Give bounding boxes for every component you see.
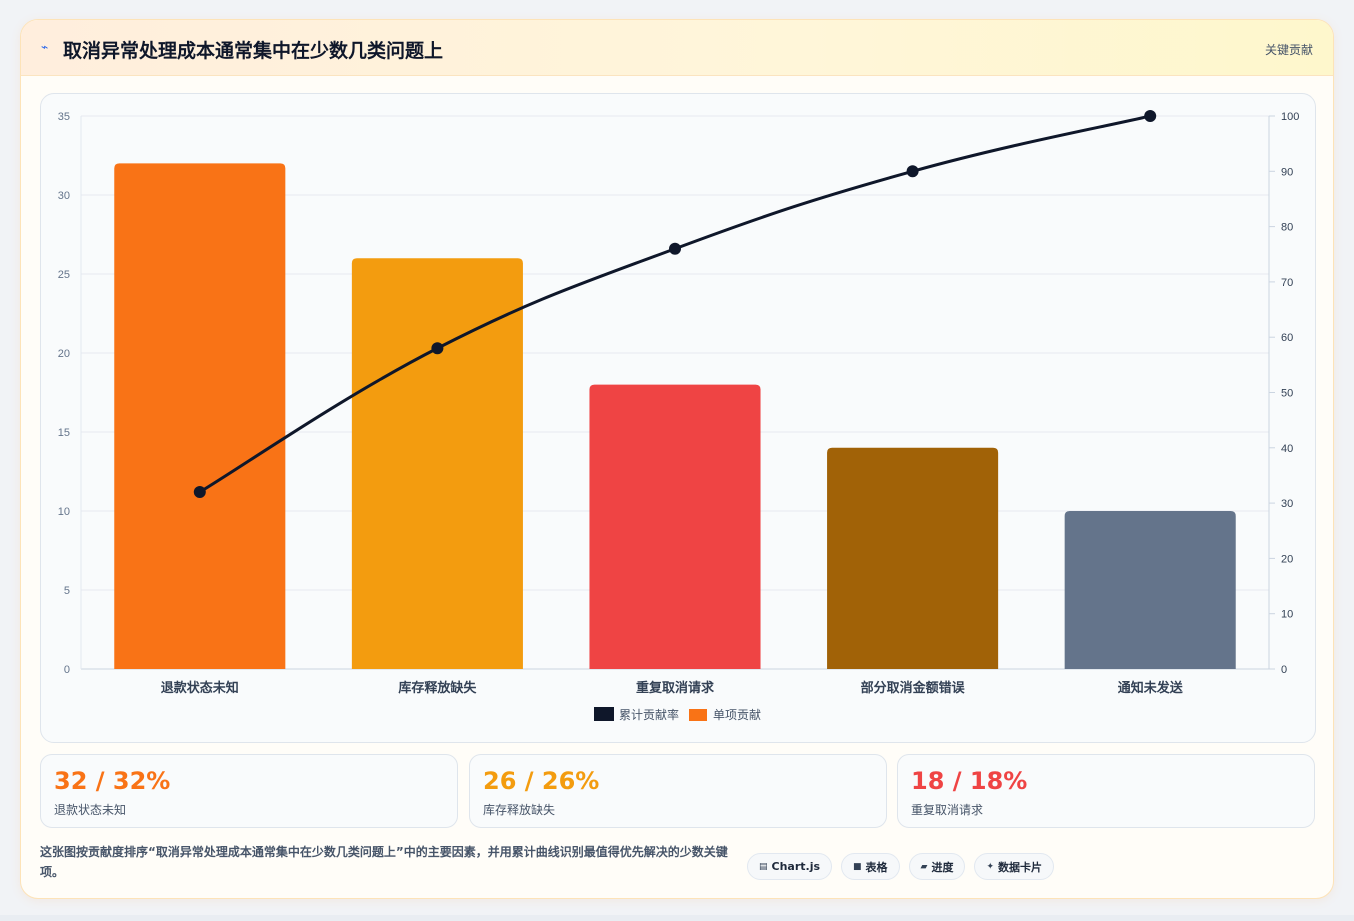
header-badge: 关键贡献 [1264,43,1313,57]
y-right-tick-label: 10 [1281,609,1293,621]
lightning-icon: ⌁ [41,40,49,54]
y-left-tick-label: 0 [64,664,70,676]
y-left-tick-label: 25 [58,269,70,281]
stat-value: 32 / 32% [54,767,171,795]
stat-card-1: 32 / 32% 退款状态未知 [40,754,458,828]
tag-list: ▤ Chart.js ■ 表格 ▰ 进度 ✦ 数据卡片 [747,853,1055,880]
stat-value: 26 / 26% [483,767,600,795]
bar [114,163,286,669]
stat-label: 重复取消请求 [911,803,984,817]
x-tick-label: 部分取消金额错误 [861,680,966,696]
progress-icon: ▰ [920,861,928,872]
y-right-tick-label: 60 [1281,332,1293,344]
tag-label: 进度 [931,860,954,874]
y-right-tick-label: 100 [1281,111,1299,123]
y-left-tick-label: 35 [58,111,70,123]
y-right-tick-label: 0 [1281,664,1287,676]
y-right-tick-label: 50 [1281,388,1293,400]
stat-label: 库存释放缺失 [483,803,556,817]
legend-swatch [594,707,614,721]
y-left-tick-label: 15 [58,427,70,439]
x-tick-label: 重复取消请求 [636,680,715,696]
chart-card: ⌁ 取消异常处理成本通常集中在少数几类问题上 关键贡献 0 5 10 15 20 25 30… [20,19,1334,899]
y-left-tick-label: 5 [64,585,70,597]
tag-label: Chart.js [771,860,821,873]
legend-label: 单项贡献 [713,707,761,722]
chart-description: 这张图按贡献度排序“取消异常处理成本通常集中在少数几类问题上”中的主要因素，并用… [40,845,728,879]
pareto-chart-svg: 0 5 10 15 20 25 30 35 0 10 20 30 40 50 60 70 80 90 100 退款状态… [58,110,1299,722]
cumulative-point [906,165,919,178]
y-right-tick-label: 30 [1281,498,1293,510]
table-icon: ■ [853,861,862,872]
tag-label: 数据卡片 [998,860,1043,874]
bar [351,258,523,669]
y-right-tick-label: 20 [1281,553,1293,565]
y-right-tick-label: 70 [1281,277,1293,289]
y-right-tick-label: 40 [1281,443,1293,455]
y-right-tick-label: 80 [1281,222,1293,234]
y-left-tick-label: 30 [58,190,70,202]
x-tick-label: 退款状态未知 [161,680,239,696]
tag-label: 表格 [865,860,888,874]
legend-label: 累计贡献率 [619,707,679,722]
bar [589,384,761,669]
tag-progress[interactable]: ▰ 进度 [908,853,966,880]
y-left-tick-label: 20 [58,348,70,360]
stat-value: 18 / 18% [911,767,1028,795]
card-header: ⌁ 取消异常处理成本通常集中在少数几类问题上 关键贡献 [21,20,1333,76]
tag-table[interactable]: ■ 表格 [841,853,900,880]
stat-label: 退款状态未知 [54,803,127,817]
stat-card-2: 26 / 26% 库存释放缺失 [469,754,887,828]
cumulative-point [1144,110,1157,122]
card-title: 取消异常处理成本通常集中在少数几类问题上 [63,40,444,62]
sparkle-icon: ✦ [986,861,995,872]
stat-card-3: 18 / 18% 重复取消请求 [897,754,1315,828]
x-tick-label: 库存释放缺失 [398,680,477,696]
cumulative-point [431,342,444,355]
legend-swatch [689,709,707,721]
pareto-chart: 0 5 10 15 20 25 30 35 0 10 20 30 40 50 60 70 80 90 100 退款状态… [40,93,1316,743]
cumulative-point [669,242,681,255]
page-bottom-strip [0,915,1354,921]
x-tick-label: 通知未发送 [1118,680,1184,696]
bar [1064,511,1236,669]
bar [827,447,999,669]
tag-data-card[interactable]: ✦ 数据卡片 [974,853,1055,880]
y-right-tick-label: 90 [1281,166,1293,178]
tag-chartjs[interactable]: ▤ Chart.js [747,853,833,880]
chart-icon: ▤ [759,861,768,872]
cumulative-point [193,486,206,499]
y-left-tick-label: 10 [58,506,70,518]
